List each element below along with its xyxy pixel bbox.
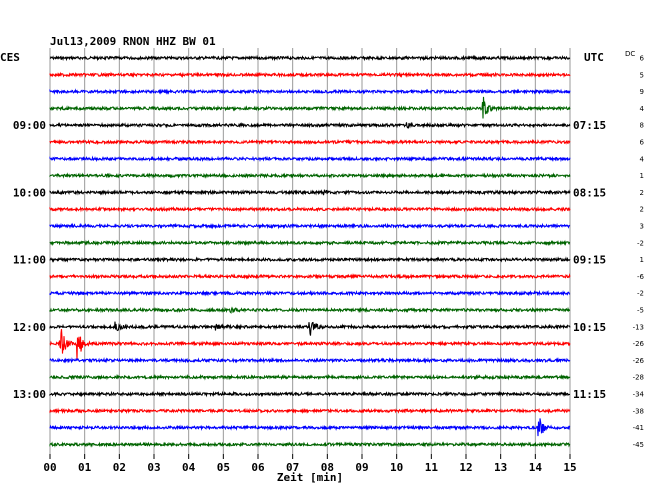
- left-time-label: 11:00: [13, 254, 46, 267]
- x-tick-label: 15: [563, 461, 576, 474]
- dc-offset-value: 2: [640, 189, 644, 197]
- right-time-label: 08:15: [573, 186, 606, 199]
- dc-offset-value: 8: [640, 122, 644, 130]
- dc-offset-value: -5: [637, 307, 644, 315]
- x-tick-label: 11: [425, 461, 439, 474]
- trace-row-19: [49, 373, 571, 381]
- trace-row-13: [49, 273, 571, 280]
- right-time-label: 09:15: [573, 254, 606, 267]
- x-axis-label: Zeit [min]: [277, 471, 343, 484]
- dc-offset-value: 6: [640, 55, 645, 63]
- dc-offset-value: -2: [637, 239, 644, 247]
- dc-offset-value: -38: [633, 407, 644, 415]
- trace-row-12: [49, 256, 571, 263]
- trace-row-4: [49, 121, 571, 129]
- grid-lines: [49, 48, 571, 454]
- trace-row-21: [49, 407, 571, 415]
- trace-row-8: [49, 189, 571, 196]
- trace-row-1: [49, 71, 571, 79]
- x-tick-label: 14: [529, 461, 543, 474]
- trace-layer: [49, 54, 571, 448]
- dc-offset-value: 4: [640, 105, 645, 113]
- dc-offset-value: 4: [640, 155, 645, 163]
- dc-offset-value: 1: [640, 256, 644, 264]
- trace-row-5: [49, 138, 571, 146]
- dc-offset-value: -26: [633, 357, 645, 365]
- dc-offset-value: 3: [640, 223, 644, 231]
- trace-row-18: [49, 357, 571, 364]
- x-tick-label: 06: [251, 461, 265, 474]
- x-tick-label: 04: [182, 461, 196, 474]
- trace-row-17: [49, 329, 571, 361]
- dc-offset-value: -13: [633, 323, 644, 331]
- row-time-labels: 09:00 10:00 11:00 12:00 13:00 07:15 08:15 09:15…: [13, 119, 606, 401]
- left-time-label: 09:00: [13, 119, 46, 132]
- x-tick-label: 09: [355, 461, 368, 474]
- right-time-label: 11:15: [573, 388, 606, 401]
- left-time-label: 13:00: [13, 388, 46, 401]
- x-tick-label: 05: [217, 461, 230, 474]
- dc-offset-value: -45: [633, 441, 644, 449]
- dc-offset-column: 6 5 9 4 8 6 4 1 2 2 3 -2 1 -6 -2 -5 -13 -26 -26 -28 -34 -38 -4…: [633, 55, 645, 449]
- trace-row-2: [49, 88, 571, 95]
- dc-label: DC: [625, 50, 635, 58]
- trace-row-7: [49, 172, 571, 179]
- right-timezone-label: UTC: [584, 51, 604, 64]
- dc-offset-value: 6: [640, 139, 645, 147]
- x-tick-label: 01: [78, 461, 92, 474]
- dc-offset-value: 2: [640, 206, 644, 214]
- trace-row-14: [49, 289, 571, 297]
- dc-offset-value: 9: [640, 88, 644, 96]
- trace-row-6: [49, 155, 571, 163]
- trace-row-15: [49, 306, 571, 314]
- x-tick-label: 07: [286, 461, 299, 474]
- trace-row-0: [49, 54, 571, 62]
- left-time-label: 12:00: [13, 321, 46, 334]
- x-tick-label: 08: [321, 461, 334, 474]
- dc-offset-value: -28: [633, 374, 644, 382]
- dc-offset-value: -41: [633, 424, 644, 432]
- trace-row-22: [49, 418, 571, 437]
- x-axis-ticks: 00 01 02 03 04 05 06 07 08 09 10 11 12 13 14 15: [43, 454, 577, 474]
- trace-row-10: [49, 222, 571, 230]
- dc-offset-value: 5: [640, 71, 644, 79]
- trace-row-11: [49, 239, 571, 247]
- trace-row-20: [49, 390, 570, 398]
- x-tick-label: 00: [43, 461, 56, 474]
- trace-row-16: [49, 321, 571, 336]
- right-time-label: 10:15: [573, 321, 606, 334]
- x-tick-label: 12: [459, 461, 472, 474]
- dc-offset-value: -34: [633, 391, 645, 399]
- left-timezone-label: CES: [0, 51, 20, 64]
- right-time-label: 07:15: [573, 119, 606, 132]
- x-tick-label: 02: [113, 461, 126, 474]
- dc-offset-value: -6: [637, 273, 645, 281]
- trace-row-9: [49, 205, 571, 213]
- x-tick-label: 03: [147, 461, 160, 474]
- dc-offset-value: -26: [633, 340, 645, 348]
- x-tick-label: 13: [494, 461, 507, 474]
- chart-title: Jul13,2009 RNON HHZ BW 01: [50, 35, 216, 48]
- x-tick-label: 10: [390, 461, 403, 474]
- trace-row-3: [49, 96, 571, 119]
- left-time-label: 10:00: [13, 186, 46, 199]
- dc-offset-value: 1: [640, 172, 644, 180]
- trace-row-23: [49, 441, 571, 448]
- dc-offset-value: -2: [637, 290, 644, 298]
